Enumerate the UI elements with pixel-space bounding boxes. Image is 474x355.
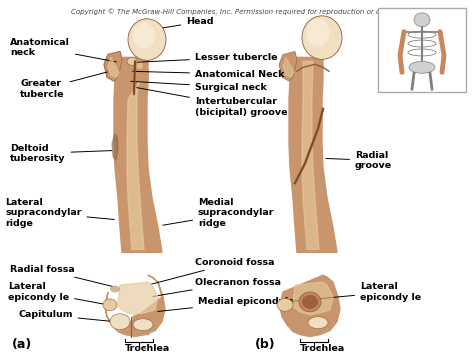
Text: Radial fossa: Radial fossa: [10, 265, 112, 286]
Text: Trochlea: Trochlea: [126, 344, 171, 354]
Polygon shape: [105, 275, 165, 337]
Ellipse shape: [302, 295, 318, 309]
Text: Deltoid
tuberosity: Deltoid tuberosity: [10, 144, 112, 163]
Polygon shape: [283, 58, 294, 77]
Polygon shape: [279, 51, 297, 81]
Text: Anatomical
neck: Anatomical neck: [10, 38, 116, 62]
Ellipse shape: [414, 13, 430, 27]
Polygon shape: [280, 275, 340, 337]
Text: (b): (b): [255, 338, 275, 351]
Ellipse shape: [133, 23, 155, 49]
Text: Intertubercular
(bicipital) groove: Intertubercular (bicipital) groove: [137, 88, 288, 116]
Polygon shape: [108, 58, 119, 77]
Ellipse shape: [299, 292, 321, 312]
Polygon shape: [118, 282, 158, 315]
Ellipse shape: [127, 58, 137, 65]
Text: Medial epicondyle: Medial epicondyle: [158, 297, 295, 311]
Text: Head: Head: [155, 17, 214, 29]
Text: Lesser tubercle: Lesser tubercle: [137, 53, 277, 62]
Text: Radial
groove: Radial groove: [326, 151, 392, 170]
Text: (a): (a): [12, 338, 32, 351]
Ellipse shape: [409, 61, 435, 73]
Text: Capitulum: Capitulum: [18, 310, 112, 321]
FancyBboxPatch shape: [378, 8, 466, 92]
Ellipse shape: [110, 285, 120, 293]
Text: Surgical neck: Surgical neck: [131, 81, 267, 92]
Text: Olecranon fossa: Olecranon fossa: [153, 278, 281, 296]
Ellipse shape: [128, 19, 166, 60]
Text: Greater
tubercle: Greater tubercle: [20, 72, 107, 99]
Polygon shape: [127, 61, 144, 250]
Polygon shape: [104, 51, 122, 81]
Text: Lateral
epicondy le: Lateral epicondy le: [288, 282, 421, 302]
Text: Copyright © The McGraw-Hill Companies, Inc. Permission required for reproduction: Copyright © The McGraw-Hill Companies, I…: [71, 8, 403, 15]
Ellipse shape: [306, 19, 330, 47]
Text: Anatomical Neck: Anatomical Neck: [133, 70, 284, 79]
Text: Medial
supracondylar
ridge: Medial supracondylar ridge: [163, 198, 274, 228]
Polygon shape: [118, 69, 148, 81]
Text: Trochlea: Trochlea: [301, 344, 346, 354]
Polygon shape: [293, 282, 333, 315]
Polygon shape: [114, 58, 162, 252]
Text: Lateral
epicondy le: Lateral epicondy le: [8, 282, 105, 304]
Polygon shape: [289, 58, 337, 252]
Polygon shape: [302, 61, 319, 250]
Ellipse shape: [277, 299, 293, 311]
Text: Coronoid fossa: Coronoid fossa: [151, 258, 274, 284]
Polygon shape: [133, 315, 153, 334]
Ellipse shape: [110, 314, 130, 329]
Ellipse shape: [103, 299, 117, 311]
Text: Lateral
supracondylar
ridge: Lateral supracondylar ridge: [5, 198, 114, 228]
Ellipse shape: [302, 16, 342, 59]
Ellipse shape: [133, 319, 153, 331]
Polygon shape: [104, 51, 122, 81]
Polygon shape: [112, 133, 118, 160]
Ellipse shape: [308, 317, 328, 329]
